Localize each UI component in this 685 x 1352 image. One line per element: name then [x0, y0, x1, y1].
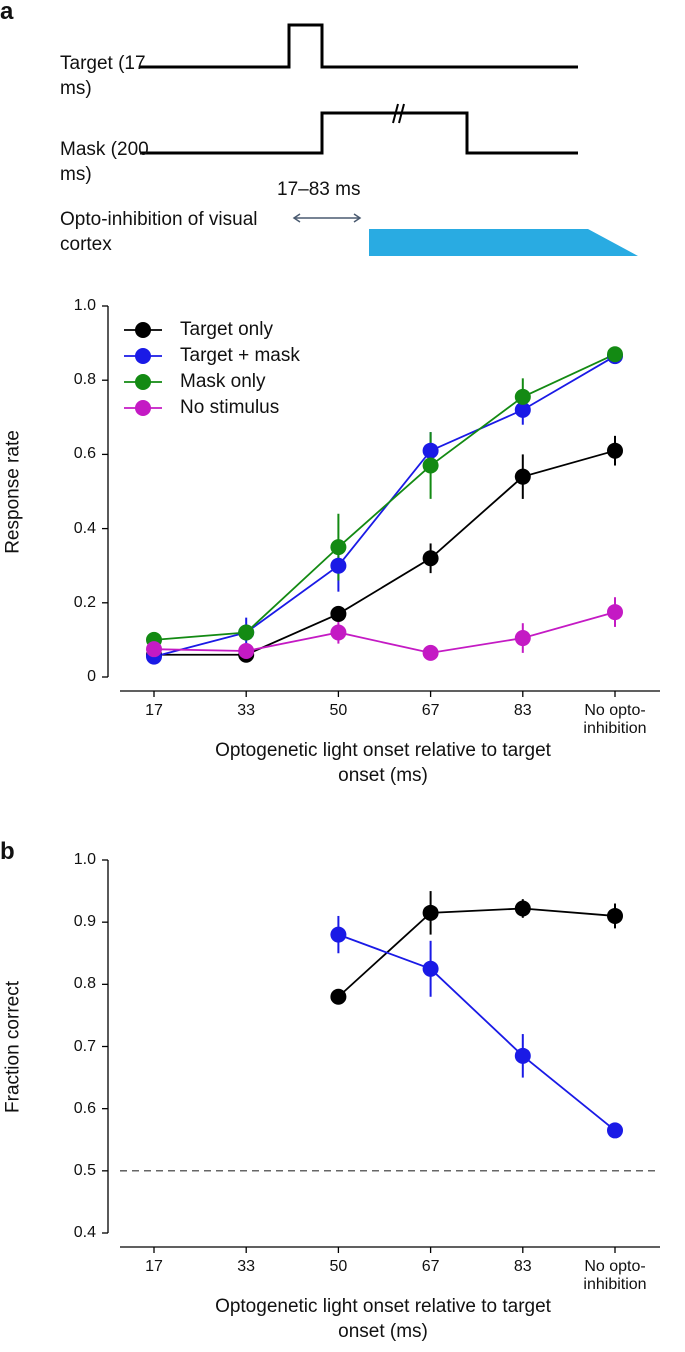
y-axis-label: Fraction correct [2, 980, 24, 1113]
data-point [422, 904, 439, 921]
data-point [422, 960, 439, 977]
data-point [607, 346, 623, 363]
legend-label: Target only [180, 319, 273, 340]
data-point [607, 604, 623, 621]
arrow-head [292, 213, 301, 223]
data-point [422, 457, 439, 474]
target-trace [140, 23, 578, 69]
mask-trace [140, 111, 578, 155]
y-tick-label: 1.0 [73, 851, 96, 868]
series-line [153, 355, 616, 658]
y-tick-label: 0.8 [73, 975, 96, 993]
legend-label: Target + mask [180, 345, 300, 366]
y-tick-label: 0.9 [73, 913, 96, 931]
legend-label: Mask only [180, 371, 266, 392]
data-point [514, 468, 531, 485]
series-line [154, 449, 616, 656]
legend-label: No stimulus [180, 397, 280, 418]
x-tick-label: 17 [145, 1258, 163, 1275]
panel-label: a [0, 0, 14, 25]
break-mark [392, 103, 399, 124]
data-point [514, 401, 531, 418]
legend-marker [135, 400, 151, 416]
data-point [330, 624, 347, 641]
data-point [607, 907, 623, 924]
x-tick-label: 50 [329, 1258, 348, 1275]
series-line [153, 353, 616, 641]
data-point [330, 926, 347, 943]
series-line [153, 611, 616, 654]
data-point [330, 557, 347, 574]
data-point [330, 988, 347, 1005]
x-tick-label: No opto-inhibition [583, 1258, 647, 1294]
data-point [238, 643, 255, 660]
data-point [422, 550, 439, 567]
y-axis-label: Response rate [2, 429, 24, 554]
x-axis-label: Optogenetic light onset relative to targ… [215, 1296, 551, 1342]
x-tick-label: 83 [513, 702, 532, 719]
legend-marker [135, 322, 151, 338]
data-point [514, 900, 531, 917]
x-tick-label: 33 [237, 1258, 256, 1275]
legend-marker [135, 348, 151, 364]
series-line [337, 907, 616, 998]
x-tick-label: 83 [513, 1258, 532, 1275]
y-tick-label: 0.6 [73, 445, 96, 463]
arrow-head [353, 213, 362, 223]
y-tick-label: 0.8 [73, 371, 96, 389]
y-tick-label: 0.4 [73, 519, 96, 537]
opto-label: Opto-inhibition of visual cortex [60, 209, 258, 255]
series-line [338, 933, 616, 1132]
y-tick-label: 0 [87, 668, 96, 685]
target-label: Target (17 ms) [60, 53, 146, 99]
data-point [607, 1122, 623, 1139]
data-point [514, 388, 531, 405]
data-point [422, 644, 439, 661]
interval-label: 17–83 ms [277, 179, 361, 200]
x-tick-label: 33 [237, 702, 256, 719]
data-point [330, 539, 347, 556]
data-point [238, 624, 255, 641]
y-tick-label: 1.0 [73, 297, 96, 314]
x-tick-label: 67 [421, 1258, 440, 1275]
x-tick-label: No opto-inhibition [583, 702, 647, 738]
y-tick-label: 0.5 [73, 1161, 96, 1179]
x-tick-label: 17 [145, 702, 163, 719]
data-point [514, 1047, 531, 1064]
x-tick-label: 67 [421, 702, 440, 719]
break-mark [398, 103, 405, 124]
x-axis-label: Optogenetic light onset relative to targ… [215, 740, 551, 786]
panel-label: b [0, 838, 15, 865]
y-tick-label: 0.2 [73, 593, 96, 611]
data-point [330, 605, 347, 622]
data-point [422, 442, 439, 459]
data-point [607, 442, 623, 459]
opto-light [369, 229, 638, 256]
y-tick-label: 0.7 [73, 1037, 96, 1055]
y-tick-label: 0.6 [73, 1099, 96, 1117]
x-tick-label: 50 [329, 702, 348, 719]
data-point [514, 630, 531, 647]
data-point [146, 641, 162, 658]
schematic [140, 23, 638, 256]
mask-label: Mask (200 ms) [60, 139, 149, 185]
legend-marker [135, 374, 151, 390]
y-tick-label: 0.4 [73, 1224, 96, 1241]
